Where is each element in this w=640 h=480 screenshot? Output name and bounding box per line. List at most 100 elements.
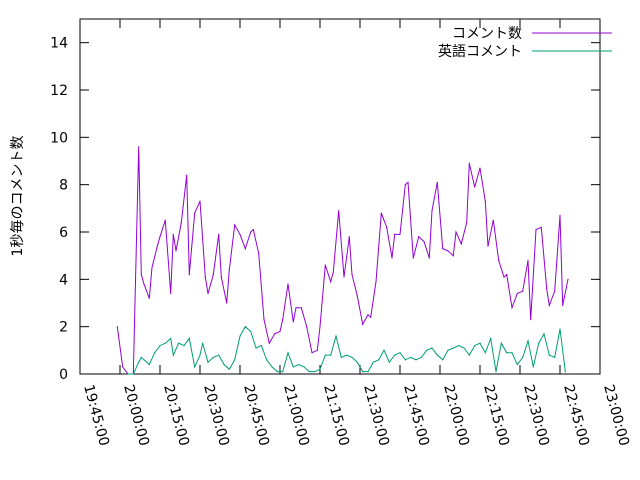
data-point <box>140 356 142 358</box>
data-point <box>554 290 556 292</box>
data-point <box>244 326 246 328</box>
x-tick-label: 22:00:00 <box>440 383 472 448</box>
data-point <box>367 371 369 373</box>
series-line-0 <box>116 146 569 375</box>
data-point <box>292 321 294 323</box>
data-point <box>183 345 185 347</box>
data-point <box>442 248 444 250</box>
data-point <box>388 361 390 363</box>
data-point <box>394 354 396 356</box>
data-point <box>218 354 220 356</box>
data-point <box>383 349 385 351</box>
data-point <box>468 354 470 356</box>
data-point <box>316 349 318 351</box>
data-point <box>522 356 524 358</box>
data-point <box>436 181 438 183</box>
data-point <box>463 347 465 349</box>
data-point <box>266 359 268 361</box>
data-point <box>468 162 470 164</box>
data-point <box>287 283 289 285</box>
data-point <box>234 224 236 226</box>
data-point <box>148 363 150 366</box>
data-point <box>484 200 486 202</box>
data-point <box>164 342 166 344</box>
data-point <box>356 361 358 363</box>
data-point <box>127 373 129 375</box>
data-point <box>548 304 550 306</box>
data-point <box>172 354 174 356</box>
y-tick-label: 0 <box>59 367 68 383</box>
y-tick-label: 12 <box>50 83 68 99</box>
data-point <box>159 236 161 238</box>
data-point <box>207 361 209 363</box>
data-point <box>418 236 420 238</box>
series-layer <box>116 146 569 375</box>
data-point <box>175 250 177 252</box>
series-1 <box>127 325 566 375</box>
data-point <box>527 340 529 342</box>
x-tick-label: 21:30:00 <box>360 383 392 448</box>
data-point <box>386 226 388 228</box>
data-point <box>199 354 201 356</box>
data-point <box>562 304 564 306</box>
data-point <box>308 371 310 373</box>
y-tick-label: 14 <box>50 36 68 52</box>
data-point <box>226 302 228 304</box>
data-point <box>423 240 425 243</box>
data-point <box>479 167 481 169</box>
x-tick-label: 22:15:00 <box>480 383 512 448</box>
data-point <box>314 371 316 373</box>
data-point <box>420 356 422 358</box>
data-point <box>431 210 433 212</box>
data-point <box>164 219 166 221</box>
data-point <box>516 363 518 366</box>
data-point <box>487 245 489 247</box>
data-point <box>530 319 532 321</box>
x-tick-label: 23:00:00 <box>600 383 632 448</box>
data-point <box>295 307 297 309</box>
data-point <box>375 281 377 283</box>
x-tick-label: 20:45:00 <box>240 383 272 448</box>
data-point <box>455 231 457 233</box>
data-point <box>394 233 396 235</box>
data-point <box>250 330 252 332</box>
y-axis-label: 1秒毎のコメント数 <box>10 136 26 257</box>
data-point <box>282 319 284 321</box>
data-point <box>207 292 209 295</box>
y-tick-label: 8 <box>59 178 68 194</box>
data-point <box>122 366 124 368</box>
data-point <box>506 274 508 276</box>
data-point <box>319 368 321 370</box>
data-point <box>159 345 161 347</box>
data-point <box>220 276 222 278</box>
data-point <box>351 274 353 276</box>
data-point <box>356 295 358 297</box>
data-point <box>522 290 524 292</box>
data-point <box>436 354 438 356</box>
data-point <box>287 352 289 354</box>
data-point <box>260 345 262 347</box>
data-point <box>154 352 156 354</box>
data-point <box>223 363 225 366</box>
data-point <box>303 366 305 368</box>
data-point <box>506 352 508 354</box>
data-point <box>324 354 326 356</box>
data-point <box>474 345 476 347</box>
data-point <box>391 257 393 259</box>
legend-label-1: 英語コメント <box>438 43 522 60</box>
data-point <box>399 352 401 354</box>
data-point <box>410 356 412 358</box>
x-tick-label: 22:30:00 <box>520 383 552 448</box>
data-point <box>268 342 270 344</box>
data-point <box>458 345 460 347</box>
data-point <box>540 226 542 228</box>
data-point <box>484 352 486 354</box>
data-point <box>228 368 230 370</box>
data-point <box>474 186 476 188</box>
data-point <box>447 349 449 351</box>
data-point <box>300 307 302 309</box>
data-point <box>138 146 140 148</box>
data-point <box>228 269 230 271</box>
data-point <box>564 371 566 373</box>
